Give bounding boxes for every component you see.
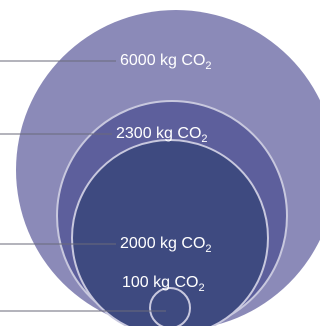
circle-2000kg xyxy=(71,139,269,326)
circle-100kg xyxy=(149,287,191,326)
label-6000kg: 6000 kg CO2 xyxy=(120,52,212,72)
label-100kg: 100 kg CO2 xyxy=(122,274,205,294)
label-2300kg: 2300 kg CO2 xyxy=(116,125,208,145)
label-2000kg: 2000 kg CO2 xyxy=(120,235,212,255)
